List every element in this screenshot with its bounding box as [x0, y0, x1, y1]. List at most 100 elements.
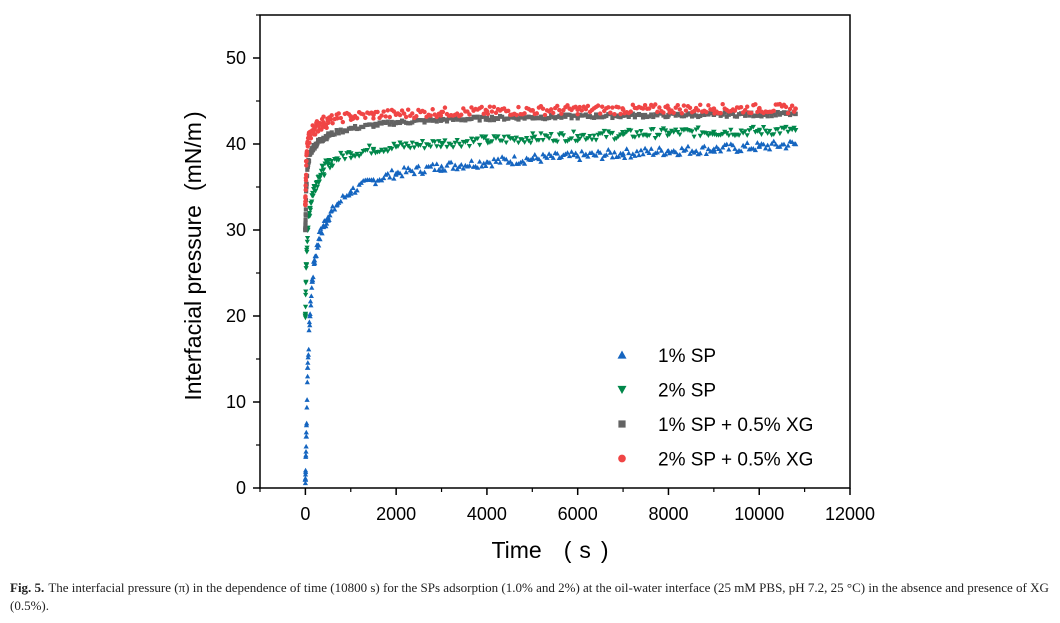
y-tick-label: 50 [226, 48, 246, 68]
series-point [303, 213, 308, 218]
series-point [734, 114, 740, 119]
data-point [321, 120, 326, 125]
series-point [640, 115, 646, 120]
series-point [591, 115, 597, 120]
data-point [309, 278, 315, 284]
series-point [783, 104, 789, 110]
series-point [593, 137, 599, 143]
series-point [632, 115, 637, 120]
data-point [575, 114, 580, 119]
series-point [597, 150, 603, 155]
legend-marker [617, 385, 627, 394]
series-point [524, 136, 530, 141]
data-point [307, 206, 313, 212]
series-point [744, 104, 750, 109]
series-point [747, 113, 752, 118]
series-point [495, 116, 501, 121]
y-tick-label: 40 [226, 134, 246, 154]
data-point [484, 108, 490, 114]
series-point [650, 127, 656, 132]
series-point [630, 111, 635, 116]
series-point [750, 124, 756, 130]
series-point [477, 142, 483, 148]
series-point [607, 150, 613, 155]
series-point [638, 112, 644, 118]
series-point [534, 111, 540, 116]
series-point [304, 150, 310, 156]
series-point [642, 145, 648, 151]
data-point [666, 112, 671, 118]
series-point [583, 106, 589, 112]
series-point [611, 149, 618, 155]
series-point [302, 304, 309, 310]
series-point [332, 132, 337, 137]
series-point [303, 279, 309, 285]
series-point [732, 108, 738, 113]
series-point [307, 214, 313, 219]
series-point [306, 210, 312, 216]
series-point [432, 139, 438, 145]
series-point [397, 170, 403, 176]
series-point [403, 114, 409, 120]
data-point [303, 433, 310, 439]
series-point [397, 112, 403, 118]
series-point [460, 165, 466, 171]
data-point [484, 138, 490, 144]
data-point [393, 120, 399, 125]
data-point [309, 146, 315, 152]
series-point [466, 144, 473, 149]
series-point [403, 141, 409, 147]
series-point [514, 112, 519, 118]
series-point [716, 146, 722, 152]
series-point [653, 102, 658, 107]
series-point [648, 146, 654, 151]
series-point [497, 159, 503, 165]
series-point [689, 114, 695, 119]
series-point [303, 443, 309, 449]
series-point [389, 119, 394, 124]
data-point [371, 122, 376, 128]
series-point [385, 119, 390, 124]
series-point [536, 138, 542, 143]
series-point [468, 158, 475, 163]
series-point [677, 152, 683, 157]
series-point [387, 174, 393, 180]
series-point [679, 145, 685, 151]
series-point [304, 420, 310, 426]
x-tick-label: 4000 [467, 504, 507, 524]
series-point [628, 128, 634, 134]
series-point [391, 141, 397, 147]
series-point [313, 253, 319, 259]
series-point [436, 116, 441, 121]
series-point [342, 156, 348, 162]
series-point [599, 104, 605, 109]
data-point [320, 222, 327, 228]
series-point [401, 111, 407, 116]
series-point [303, 266, 309, 271]
caption-label: Fig. 5. [10, 580, 45, 595]
series-point [559, 111, 564, 116]
series-point [669, 128, 675, 134]
y-axis-unit: mN/m [180, 122, 206, 183]
series-point [746, 128, 752, 133]
series-point [450, 145, 456, 150]
series-point [726, 133, 732, 139]
series-point [344, 129, 349, 134]
x-tick-label: 0 [300, 504, 310, 524]
series-point [728, 127, 734, 133]
series-point [479, 104, 484, 110]
data-point [303, 262, 310, 268]
series-point [458, 144, 464, 150]
y-tick-label: 0 [236, 478, 246, 498]
y-axis-title: Interfacial pressure [180, 205, 206, 401]
series-point [632, 135, 638, 140]
series-point [656, 132, 662, 138]
series-point [332, 206, 338, 212]
data-point [311, 184, 318, 190]
series-point [559, 115, 564, 120]
series-point [340, 153, 346, 159]
series-point [662, 151, 669, 157]
series-point [605, 147, 611, 152]
series-point [466, 163, 473, 168]
series-point [316, 242, 322, 248]
